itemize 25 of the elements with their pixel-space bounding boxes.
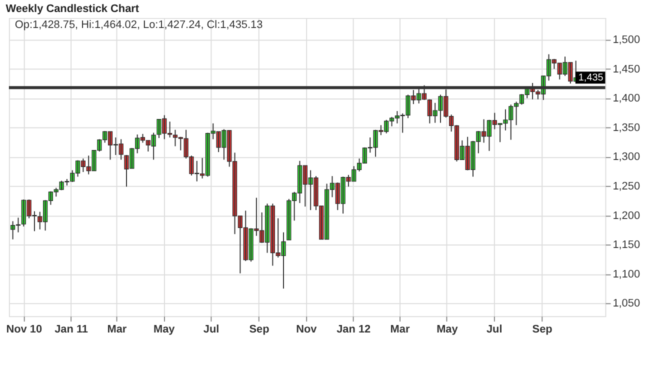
x-tick-label: Sep: [249, 323, 270, 336]
x-tick-label: Nov: [296, 323, 318, 336]
y-tick-label: 1,250: [612, 180, 640, 193]
y-tick-label: 1,450: [612, 63, 640, 76]
y-tick-label: 1,100: [612, 268, 640, 280]
y-tick-label: 1,350: [612, 122, 640, 134]
y-tick-label: 1,200: [612, 210, 640, 222]
x-tick-label: May: [436, 323, 459, 336]
y-tick-label: 1,300: [612, 151, 640, 164]
x-tick-label: Mar: [107, 323, 128, 336]
y-tick-label: 1,150: [612, 239, 640, 252]
x-tick-label: Jul: [486, 323, 502, 336]
x-tick-label: Mar: [390, 323, 410, 336]
x-tick-label: May: [154, 323, 176, 336]
x-tick-label: Jul: [203, 323, 220, 336]
y-tick-label: 1,500: [612, 34, 640, 46]
x-tick-label: Sep: [532, 323, 553, 336]
x-tick-label: Jan 11: [54, 323, 88, 336]
annotation: Op:1,428.75, Hi:1,464.02, Lo:1,427.24, Cl:1,435.13: [14, 18, 263, 31]
annotation: 1,435: [578, 72, 604, 84]
y-tick-label: 1,050: [612, 298, 640, 310]
x-tick-label: Nov 10: [6, 323, 42, 336]
x-tick-label: Jan 12: [336, 323, 371, 336]
chart-title: Weekly Candlestick Chart: [6, 2, 140, 15]
y-tick-label: 1,400: [612, 92, 640, 105]
